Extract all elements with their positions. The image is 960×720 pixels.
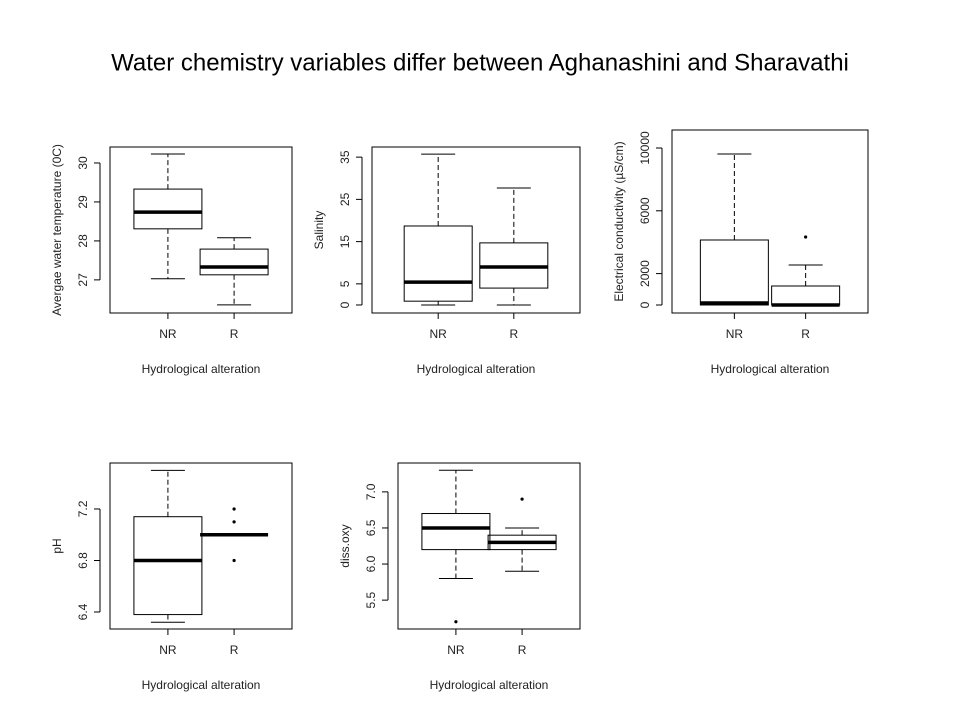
- box: [199, 248, 269, 276]
- plot-frame: [671, 129, 869, 314]
- box: [133, 188, 203, 230]
- x-axis-label: Hydrological alteration: [711, 362, 830, 376]
- x-tick-label: NR: [430, 327, 448, 341]
- outlier: [454, 620, 458, 624]
- y-axis-label: Electrical conductivity (µS/cm): [612, 141, 626, 301]
- outlier: [232, 507, 236, 511]
- y-tick-label: 2000: [638, 260, 652, 287]
- y-tick-label: 30: [76, 156, 90, 170]
- y-tick-label: 7.0: [364, 483, 378, 500]
- box: [133, 516, 203, 616]
- box: [699, 239, 769, 306]
- y-tick-label: 5: [338, 280, 352, 287]
- y-axis-label: Avergae water temperature (0C): [50, 144, 64, 316]
- y-tick-label: 29: [76, 195, 90, 209]
- x-tick-label: R: [230, 643, 239, 657]
- box: [771, 285, 841, 306]
- y-tick-label: 15: [338, 235, 352, 249]
- x-axis-label: Hydrological alteration: [417, 362, 536, 376]
- x-tick-label: R: [230, 327, 239, 341]
- y-tick-label: 0: [638, 301, 652, 308]
- y-axis-label: pH: [50, 538, 64, 553]
- outlier: [520, 497, 524, 501]
- x-tick-label: R: [518, 643, 527, 657]
- y-tick-label: 25: [338, 192, 352, 206]
- y-tick-label: 28: [76, 234, 90, 248]
- x-axis-label: Hydrological alteration: [142, 362, 261, 376]
- plot-frame: [109, 146, 293, 314]
- x-tick-label: R: [801, 327, 810, 341]
- plot-frame: [109, 462, 293, 630]
- y-axis-label: Salinity: [312, 211, 326, 250]
- y-tick-label: 6000: [638, 197, 652, 224]
- outlier: [804, 235, 808, 239]
- y-tick-label: 6.5: [364, 519, 378, 536]
- y-tick-label: 35: [338, 150, 352, 164]
- outlier: [232, 558, 236, 563]
- y-tick-label: 6.8: [76, 552, 90, 569]
- y-tick-label: 6.4: [76, 603, 90, 620]
- slide-title: Water chemistry variables differ between…: [111, 49, 849, 76]
- x-axis-label: Hydrological alteration: [142, 678, 261, 692]
- y-axis-label: diss.oxy: [338, 524, 352, 567]
- plot-frame: [397, 462, 581, 630]
- y-tick-label: 5.5: [364, 591, 378, 608]
- x-axis-label: Hydrological alteration: [430, 678, 549, 692]
- outlier: [232, 520, 236, 524]
- y-tick-label: 27: [76, 273, 90, 287]
- y-tick-label: 7.2: [76, 500, 90, 517]
- box: [403, 225, 473, 302]
- x-tick-label: NR: [726, 327, 744, 341]
- y-tick-label: 6.0: [364, 555, 378, 572]
- y-tick-label: 0: [338, 301, 352, 308]
- x-tick-label: NR: [159, 643, 177, 657]
- plot-frame: [371, 146, 581, 314]
- x-tick-label: R: [509, 327, 518, 341]
- x-tick-label: NR: [447, 643, 465, 657]
- y-tick-label: 10000: [638, 131, 652, 165]
- box: [421, 513, 491, 551]
- x-tick-label: NR: [159, 327, 177, 341]
